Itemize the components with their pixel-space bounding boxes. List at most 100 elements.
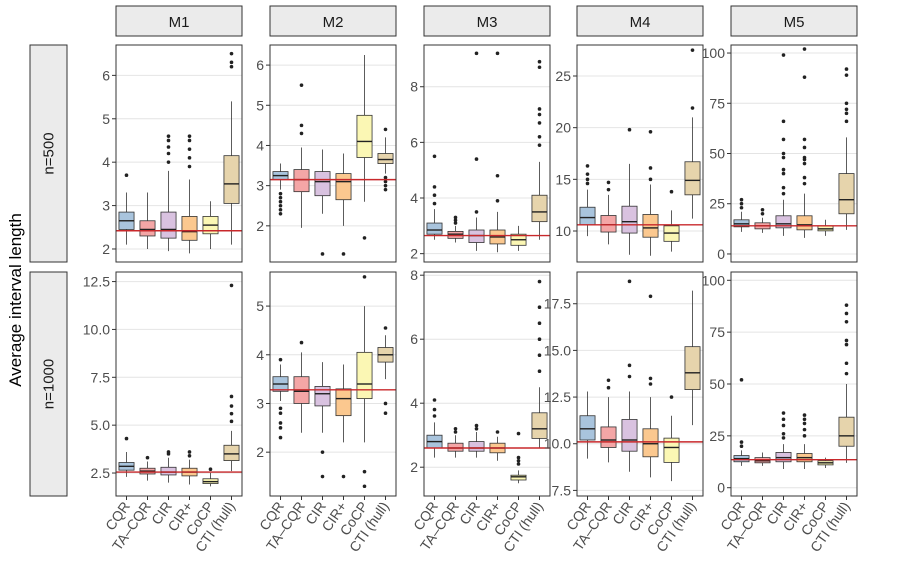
outlier-point xyxy=(537,135,542,139)
outlier-point xyxy=(802,155,807,160)
panel-m3-row1: 2 4 6 8 xyxy=(410,44,551,263)
box-ta-cqr xyxy=(447,427,464,458)
outlier-point xyxy=(166,450,171,454)
y-tick-label: 10.0 xyxy=(83,321,110,337)
outlier-point xyxy=(648,130,653,134)
outlier-point xyxy=(781,423,786,428)
box-cqr xyxy=(426,154,443,240)
facet-strip-label: M3 xyxy=(477,14,498,31)
outlier-point xyxy=(844,119,849,124)
y-tick-label: 5 xyxy=(256,298,264,314)
box-cir xyxy=(468,423,485,458)
outlier-point xyxy=(844,361,849,366)
box-body xyxy=(314,386,331,407)
box-ta-cqr xyxy=(139,455,156,481)
outlier-point xyxy=(453,221,458,225)
box-cir- xyxy=(796,47,813,238)
y-tick-label: 50 xyxy=(709,146,725,162)
y-tick-label: 2 xyxy=(410,246,418,262)
box-cir xyxy=(775,53,792,236)
outlier-point xyxy=(537,305,542,310)
box-body xyxy=(531,194,548,223)
outlier-point xyxy=(606,378,611,383)
y-tick-label: 2 xyxy=(256,444,264,460)
panel-border xyxy=(576,44,704,263)
outlier-point xyxy=(648,376,653,381)
box-body xyxy=(510,474,527,481)
box-body xyxy=(160,466,177,476)
facet-strip-m1 xyxy=(115,5,243,37)
facet-strip-m4 xyxy=(576,5,704,37)
outlier-point xyxy=(606,187,611,192)
outlier-point xyxy=(299,123,304,128)
y-tick-label: 5.0 xyxy=(91,417,111,433)
y-tick-label: 6 xyxy=(410,134,418,150)
outlier-point xyxy=(537,337,542,342)
outlier-point xyxy=(383,175,388,180)
outlier-point xyxy=(844,303,849,307)
outlier-point xyxy=(229,283,234,288)
outlier-point xyxy=(187,138,192,143)
box-cir xyxy=(314,362,331,479)
facet-strip-label: M4 xyxy=(630,14,651,31)
box-body xyxy=(223,444,240,461)
outlier-point xyxy=(844,338,849,343)
box-body xyxy=(621,205,638,234)
outlier-point xyxy=(453,218,458,223)
panel-grid: M1 M2 M3 M4 M5n=500n=10002345623456246810152… xyxy=(29,5,858,555)
y-tick-label: 3 xyxy=(102,198,110,214)
outlier-point xyxy=(516,431,521,436)
outlier-point xyxy=(453,215,458,220)
panel-m2-row1: 2 3 4 5 6 xyxy=(256,44,397,263)
outlier-point xyxy=(648,166,653,170)
outlier-point xyxy=(383,179,388,184)
outlier-point xyxy=(844,73,849,77)
box-body xyxy=(663,437,680,463)
outlier-point xyxy=(781,185,786,190)
box-cocp xyxy=(510,225,527,251)
outlier-point xyxy=(320,252,325,256)
y-tick-label: 3 xyxy=(256,178,264,194)
facet-strip-m5 xyxy=(730,5,858,37)
outlier-point xyxy=(844,101,849,106)
y-tick-label: 50 xyxy=(709,376,725,392)
box-body xyxy=(531,412,548,439)
box-body xyxy=(838,173,855,215)
row-strip-label: n=1000 xyxy=(41,359,58,409)
outlier-point xyxy=(537,143,542,147)
outlier-point xyxy=(432,414,437,418)
y-tick-label: 10.0 xyxy=(544,436,571,452)
outlier-point xyxy=(669,189,674,194)
outlier-point xyxy=(229,394,234,399)
box-cir- xyxy=(181,450,198,485)
y-tick-label: 25 xyxy=(555,68,571,84)
box-cir- xyxy=(335,153,352,256)
outlier-point xyxy=(187,453,192,458)
outlier-point xyxy=(627,374,632,379)
panel-border xyxy=(730,44,858,263)
outlier-point xyxy=(229,411,234,416)
y-tick-label: 15 xyxy=(555,171,571,187)
y-tick-label: 25 xyxy=(709,428,725,444)
box-body xyxy=(160,211,177,239)
panel-border xyxy=(269,271,397,497)
y-tick-label: 2.5 xyxy=(91,465,111,481)
box-cir xyxy=(160,134,177,252)
y-tick-label: 25 xyxy=(709,196,725,212)
outlier-point xyxy=(187,156,192,160)
outlier-point xyxy=(383,183,388,188)
outlier-point xyxy=(166,138,171,143)
y-tick-label: 15.0 xyxy=(544,342,571,358)
box-body xyxy=(356,351,373,400)
outlier-point xyxy=(802,75,807,79)
y-tick-label: 4 xyxy=(256,137,264,153)
outlier-point xyxy=(627,363,632,368)
outlier-point xyxy=(781,155,786,160)
box-cir- xyxy=(489,51,506,253)
outlier-point xyxy=(802,145,807,150)
box-ta-cqr xyxy=(600,378,617,463)
outlier-point xyxy=(739,378,744,382)
y-axis-title: Average interval length xyxy=(6,213,25,387)
box-body xyxy=(838,416,855,447)
outlier-point xyxy=(690,48,695,52)
